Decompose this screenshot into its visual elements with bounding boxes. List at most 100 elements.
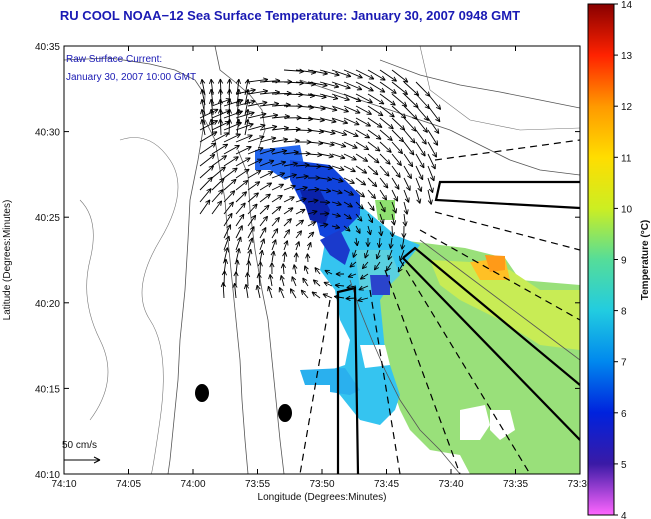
current-vector (355, 165, 368, 174)
current-vector (391, 153, 402, 166)
current-vector (367, 141, 381, 152)
current-vector (415, 177, 423, 192)
current-vector (289, 288, 297, 299)
current-vector (223, 133, 241, 143)
current-vector (247, 226, 255, 239)
current-vector (346, 284, 357, 290)
x-tick-label: 73:50 (309, 479, 334, 490)
y-tick-label: 40:35 (35, 42, 60, 53)
y-tick-label: 40:20 (35, 299, 60, 310)
current-vector (268, 274, 274, 287)
colorbar-tick-label: 12 (621, 102, 633, 113)
current-vector (319, 81, 340, 89)
current-vector (226, 118, 233, 136)
current-vector (305, 253, 311, 263)
current-vector (391, 81, 408, 95)
x-tick-label: 74:10 (51, 479, 76, 490)
current-vector (358, 285, 369, 291)
current-vector (235, 248, 241, 263)
current-vector (343, 129, 359, 138)
current-vector (343, 225, 351, 232)
current-vector (247, 112, 267, 119)
current-vector (319, 117, 337, 124)
current-vector (427, 105, 441, 123)
current-vector (283, 184, 296, 191)
current-vector (343, 177, 355, 184)
current-vector (280, 263, 287, 275)
current-vector (354, 237, 360, 247)
current-vector (367, 69, 386, 81)
current-vector (271, 239, 277, 251)
y-axis-label: Latitude (Degrees:Minutes) (2, 200, 13, 321)
current-vector (319, 153, 334, 159)
current-vector (378, 225, 384, 237)
y-tick-label: 40:25 (35, 213, 60, 224)
marker-ellipse (278, 404, 292, 422)
current-vector (379, 81, 397, 94)
current-vector (390, 213, 397, 226)
current-vector (359, 273, 369, 280)
current-vector (200, 119, 206, 136)
current-vector (331, 224, 341, 230)
current-vector (367, 93, 385, 105)
current-vector (345, 295, 357, 301)
current-vector (235, 157, 251, 167)
current-vector (323, 281, 333, 287)
colorbar-tick-label: 5 (621, 460, 627, 471)
scale-label: 50 cm/s (62, 440, 97, 451)
current-vector (387, 249, 393, 261)
current-vector (235, 202, 246, 215)
current-vector (223, 201, 234, 215)
current-vector (235, 236, 242, 251)
current-vector (312, 279, 321, 287)
current-vector (427, 141, 437, 158)
current-vector (343, 81, 363, 91)
y-tick-label: 40:15 (35, 384, 60, 395)
y-tick-label: 40:30 (35, 128, 60, 139)
current-vector (331, 165, 345, 172)
current-vector (211, 143, 229, 155)
current-vector (355, 81, 374, 92)
current-vector (335, 271, 345, 277)
current-vector (427, 177, 434, 193)
current-vector (319, 199, 331, 205)
scale-arrow (64, 456, 101, 464)
current-vector (357, 297, 369, 303)
current-vector (379, 141, 392, 153)
current-vector (211, 155, 227, 167)
current-vector (259, 171, 274, 179)
shipping-lanes (336, 180, 580, 474)
current-vector (211, 132, 230, 143)
current-vector (331, 212, 341, 218)
current-vector (355, 105, 372, 115)
current-vector (319, 93, 339, 101)
current-vector (278, 286, 285, 299)
current-vector (302, 277, 309, 287)
current-vector (355, 129, 371, 139)
current-vector (391, 105, 407, 119)
colorbar-tick-label: 9 (621, 256, 627, 267)
current-vector (199, 176, 213, 191)
current-vector (331, 141, 347, 148)
current-vector (403, 141, 415, 156)
current-vector (349, 261, 357, 268)
current-vector (403, 165, 412, 180)
current-vector (220, 282, 226, 299)
current-vector (385, 261, 393, 272)
current-vector (391, 129, 405, 143)
current-vector (235, 146, 252, 155)
current-vector (270, 250, 276, 263)
y-axis: 40:35 40:30 40:25 40:20 40:15 40:10 (35, 42, 580, 481)
current-vector (367, 105, 384, 117)
colorbar (587, 3, 615, 516)
colorbar-tick-label: 10 (621, 204, 633, 215)
current-vector (259, 148, 276, 155)
current-vector (223, 224, 232, 239)
current-vectors (199, 68, 442, 303)
colorbar-tick-label: 6 (621, 409, 627, 420)
current-vector (247, 135, 265, 143)
x-tick-label: 73:45 (374, 479, 399, 490)
colorbar-tick-label: 7 (621, 358, 627, 369)
current-vector (391, 69, 409, 83)
current-vector (367, 153, 380, 164)
